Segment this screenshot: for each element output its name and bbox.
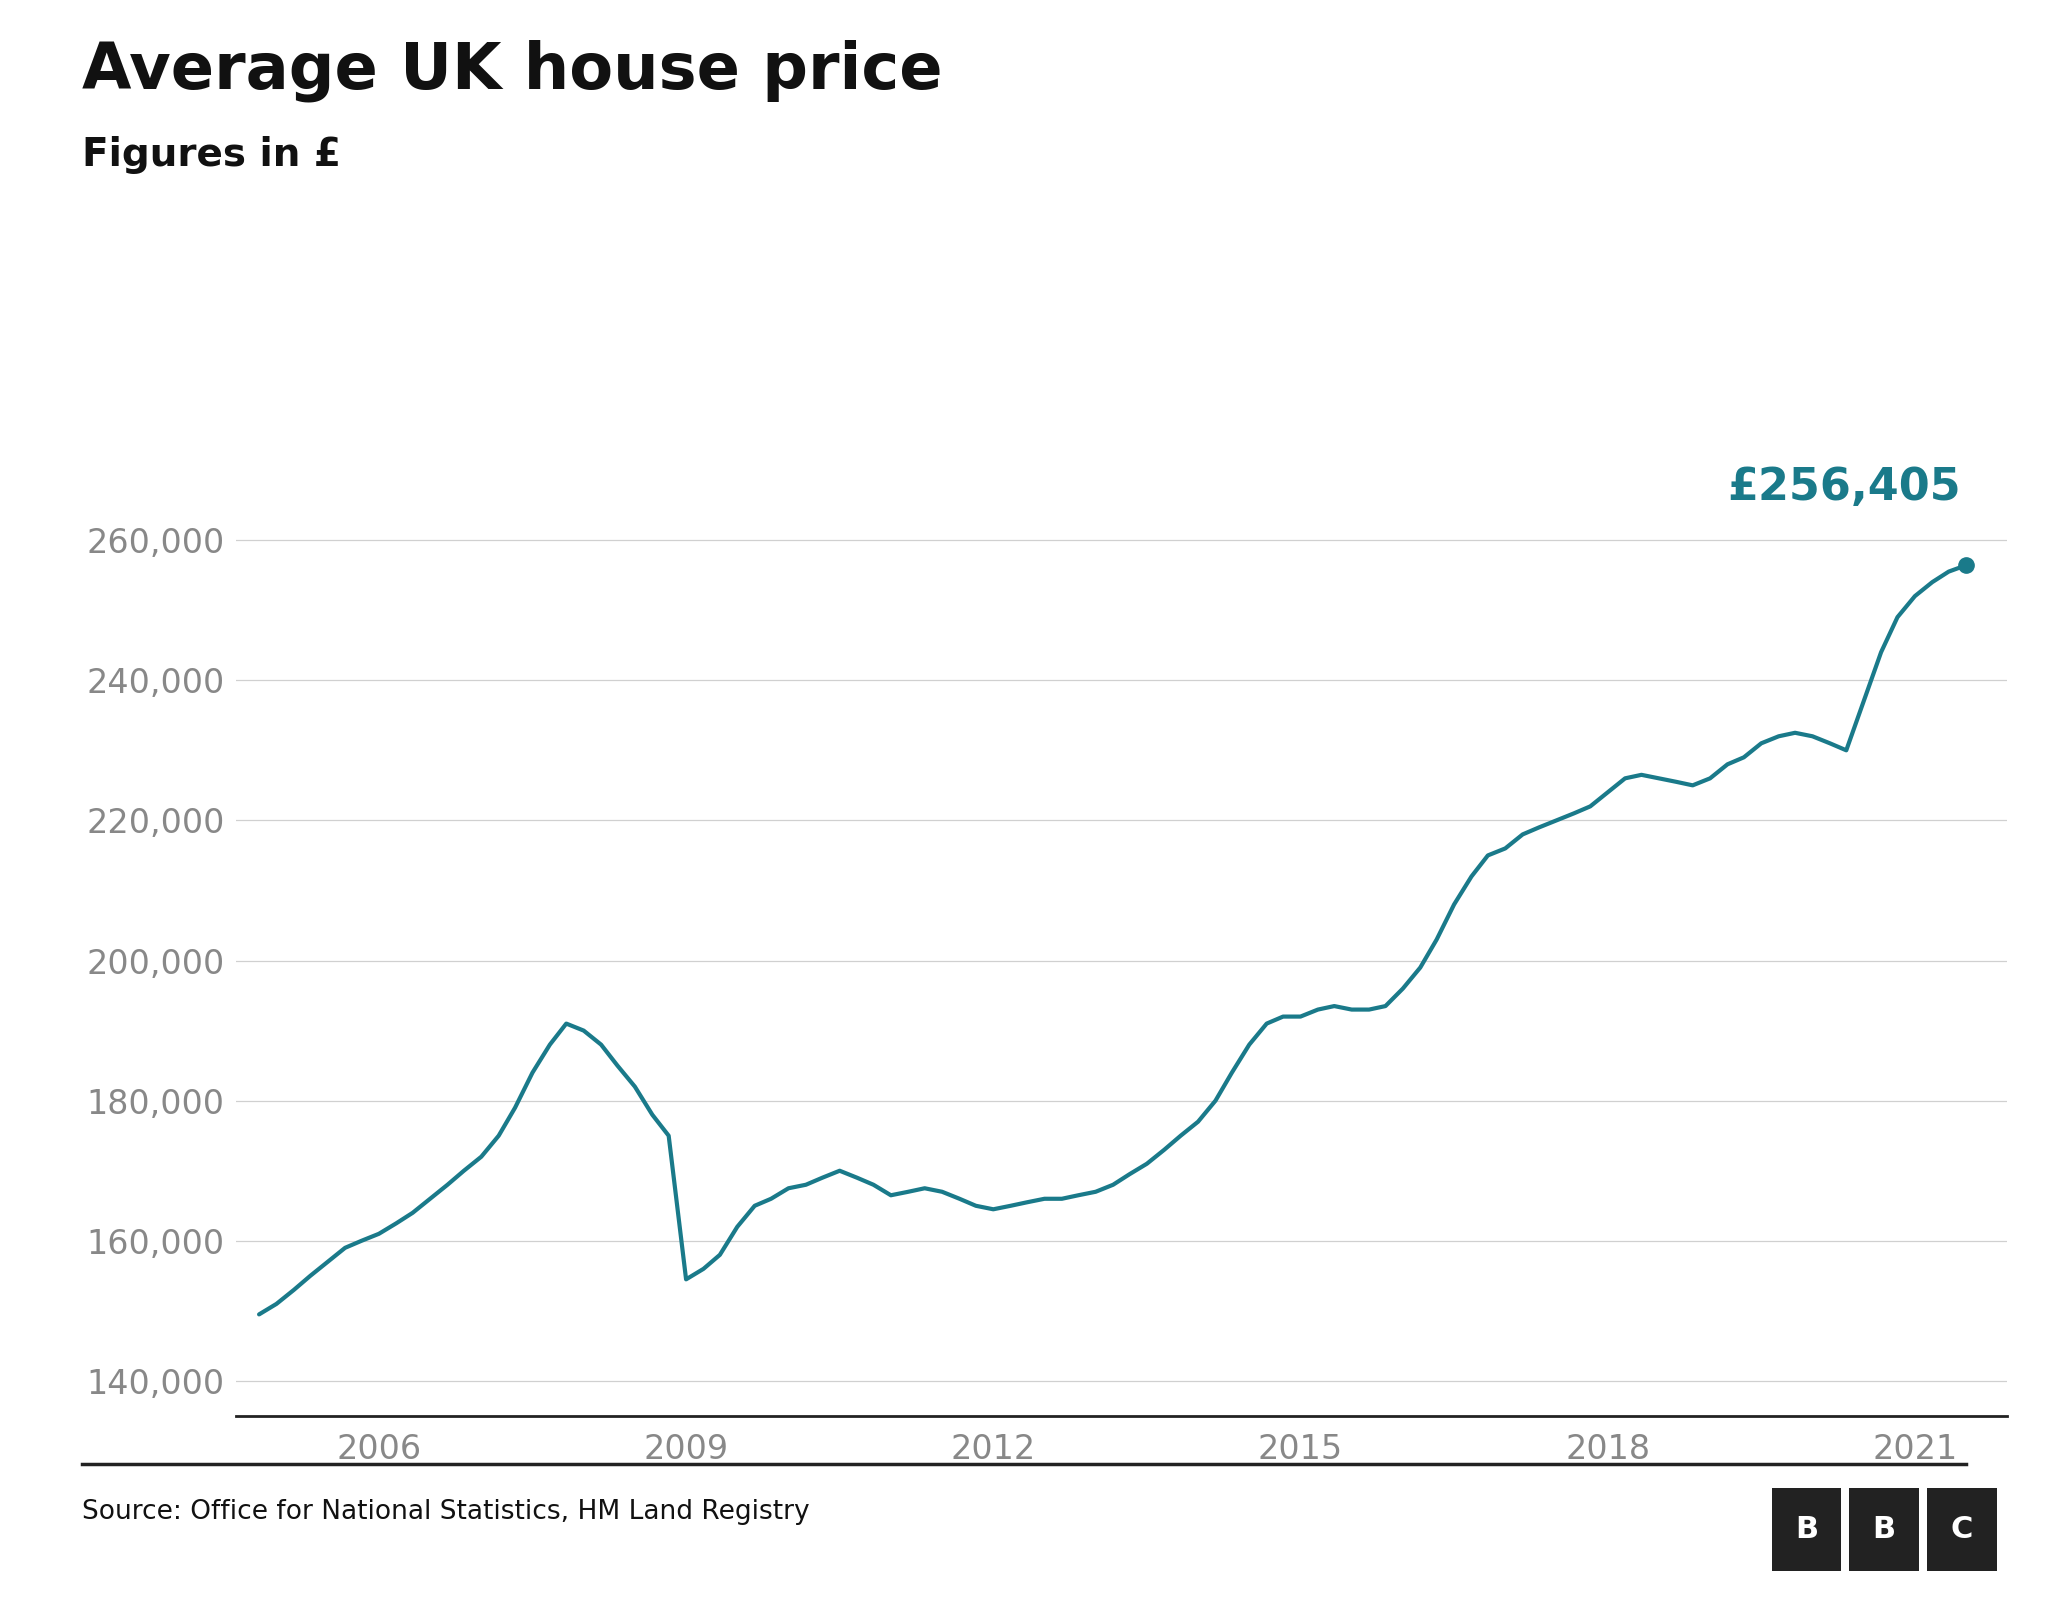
- Text: B: B: [1794, 1515, 1819, 1544]
- Text: Average UK house price: Average UK house price: [82, 40, 942, 102]
- Text: £256,405: £256,405: [1726, 466, 1960, 509]
- Text: C: C: [1952, 1515, 1972, 1544]
- Text: B: B: [1872, 1515, 1896, 1544]
- Text: Source: Office for National Statistics, HM Land Registry: Source: Office for National Statistics, …: [82, 1499, 809, 1525]
- Text: Figures in £: Figures in £: [82, 136, 340, 174]
